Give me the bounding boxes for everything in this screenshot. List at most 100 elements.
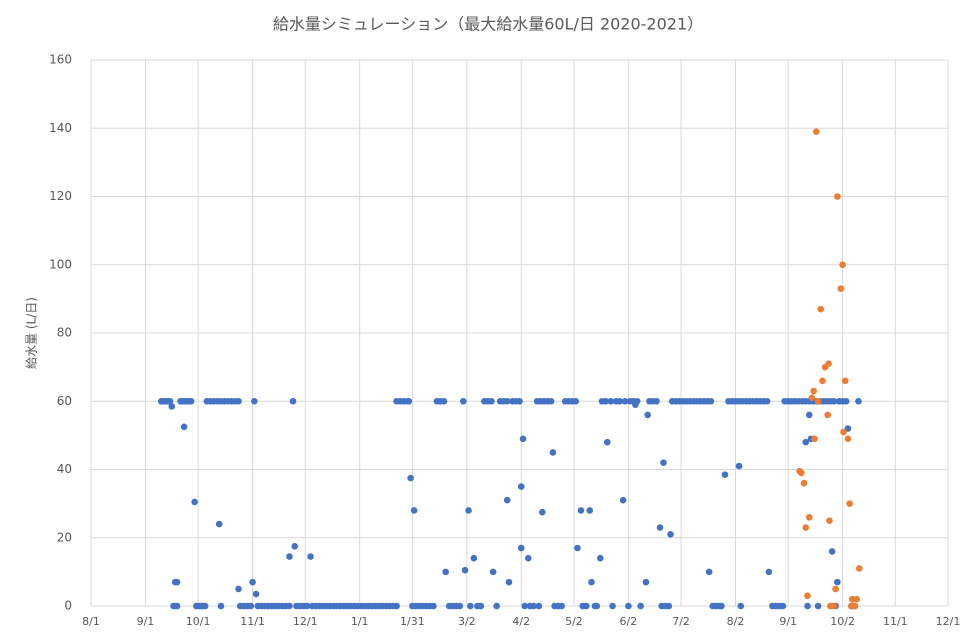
y-tick-label: 160 bbox=[49, 53, 72, 67]
data-point bbox=[393, 602, 400, 610]
data-point bbox=[249, 578, 256, 586]
x-tick-label: 5/2 bbox=[565, 615, 583, 628]
data-point bbox=[470, 554, 478, 562]
data-point bbox=[644, 411, 651, 419]
data-point bbox=[840, 428, 847, 436]
data-point bbox=[235, 397, 242, 405]
data-point bbox=[805, 411, 813, 419]
data-point bbox=[665, 602, 673, 610]
data-point bbox=[549, 449, 557, 456]
data-point bbox=[539, 508, 546, 516]
x-tick-label: 8/1 bbox=[82, 615, 100, 628]
data-point bbox=[289, 397, 297, 405]
data-point bbox=[173, 578, 181, 586]
data-point bbox=[814, 397, 822, 405]
data-point bbox=[252, 590, 260, 598]
x-tick-label: 12/1 bbox=[293, 615, 318, 628]
data-point bbox=[841, 377, 849, 385]
data-point bbox=[456, 602, 464, 610]
data-point bbox=[187, 397, 195, 405]
data-point bbox=[804, 602, 811, 610]
data-point bbox=[856, 565, 863, 572]
data-point bbox=[810, 387, 817, 395]
data-point bbox=[574, 544, 581, 552]
data-point bbox=[503, 496, 511, 504]
data-point bbox=[619, 496, 627, 504]
data-point bbox=[596, 554, 604, 562]
data-point bbox=[410, 507, 418, 514]
data-point bbox=[735, 462, 743, 470]
y-tick-label: 100 bbox=[49, 257, 72, 271]
data-point bbox=[824, 411, 832, 419]
x-tick-label: 3/2 bbox=[458, 615, 476, 628]
y-tick-label: 0 bbox=[64, 599, 72, 613]
data-point bbox=[621, 397, 629, 405]
data-point bbox=[191, 498, 198, 506]
data-point bbox=[180, 423, 188, 431]
data-point bbox=[779, 602, 787, 610]
data-point bbox=[609, 602, 616, 610]
data-point bbox=[558, 602, 565, 610]
data-point bbox=[430, 602, 437, 610]
data-point bbox=[851, 602, 859, 610]
data-point bbox=[577, 507, 585, 514]
data-point bbox=[460, 397, 467, 405]
data-point bbox=[805, 513, 813, 521]
x-tick-label: 1/31 bbox=[400, 615, 425, 628]
data-point bbox=[593, 602, 601, 610]
data-point bbox=[572, 397, 579, 405]
data-point bbox=[489, 568, 497, 576]
y-tick-label: 140 bbox=[49, 121, 72, 135]
data-point bbox=[201, 602, 209, 610]
data-point bbox=[604, 438, 611, 446]
data-point bbox=[251, 397, 258, 405]
y-tick-label: 60 bbox=[57, 394, 72, 408]
data-point bbox=[215, 520, 223, 528]
data-point bbox=[477, 602, 485, 610]
x-tick-label: 1/1 bbox=[351, 615, 369, 628]
data-point bbox=[524, 554, 532, 562]
data-point bbox=[830, 602, 838, 610]
data-point bbox=[798, 469, 805, 477]
data-point bbox=[440, 397, 448, 405]
data-point bbox=[217, 602, 225, 610]
data-point bbox=[602, 397, 609, 405]
x-tick-label: 11/1 bbox=[240, 615, 265, 628]
data-point bbox=[737, 602, 745, 610]
data-point bbox=[530, 602, 537, 610]
data-point bbox=[819, 377, 826, 385]
y-tick-label: 20 bbox=[57, 530, 72, 544]
data-point bbox=[656, 524, 664, 531]
data-point bbox=[286, 553, 293, 560]
data-point bbox=[407, 474, 414, 482]
data-point bbox=[828, 548, 836, 555]
y-axis-label: 給水量 (L/日) bbox=[25, 297, 39, 369]
x-tick-label: 10/2 bbox=[830, 615, 855, 628]
data-point bbox=[535, 602, 543, 610]
data-point bbox=[846, 500, 853, 507]
data-point bbox=[168, 403, 176, 410]
data-point bbox=[493, 602, 500, 610]
data-point bbox=[800, 479, 808, 487]
data-point bbox=[653, 397, 660, 405]
data-point bbox=[633, 397, 641, 405]
data-point bbox=[247, 602, 255, 610]
data-point bbox=[765, 568, 773, 576]
data-point bbox=[517, 544, 525, 552]
data-point bbox=[707, 397, 715, 405]
data-point bbox=[834, 578, 841, 586]
data-point bbox=[832, 585, 839, 593]
data-point bbox=[814, 602, 822, 610]
x-tick-label: 9/1 bbox=[137, 615, 155, 628]
y-tick-label: 40 bbox=[57, 462, 72, 476]
data-point bbox=[547, 397, 555, 405]
data-point bbox=[607, 397, 615, 405]
data-point bbox=[235, 585, 242, 593]
data-point bbox=[516, 397, 523, 405]
data-point bbox=[804, 592, 811, 600]
data-point bbox=[461, 566, 469, 574]
data-point bbox=[842, 397, 850, 405]
data-point bbox=[830, 397, 838, 405]
data-point bbox=[802, 438, 810, 446]
data-point bbox=[812, 128, 820, 135]
